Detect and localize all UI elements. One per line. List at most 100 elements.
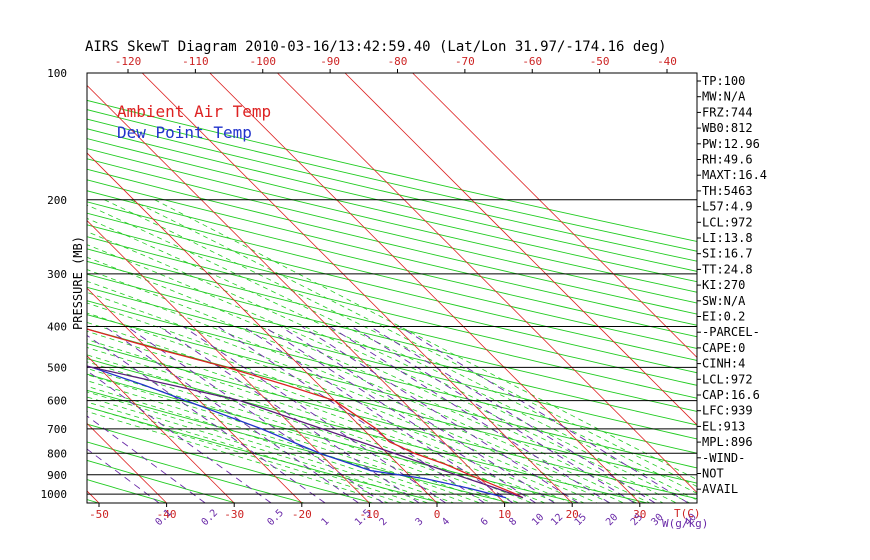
top-temperature-axis: -120 -110 -100 -90 -80 -70 -60 -50 -40 — [115, 55, 677, 73]
mixing-ratio-label: 12 — [549, 512, 565, 528]
moist-adiabat-line — [87, 321, 572, 503]
plot-frame — [86, 72, 698, 504]
mixing-ratio-line — [126, 326, 384, 503]
moist-adiabat-line — [87, 354, 520, 503]
mixing-ratio-label: 2 — [378, 516, 390, 528]
pressure-tick-label: 600 — [47, 395, 67, 408]
pressure-tick-label: 500 — [47, 361, 67, 374]
dry-adiabat-line — [87, 236, 697, 386]
moist-adiabat-line — [87, 231, 677, 503]
mixing-ratio-line — [159, 326, 420, 503]
index-entry: NOT — [702, 467, 724, 481]
dry-adiabat-line — [87, 248, 697, 399]
top-tick-label: -80 — [388, 55, 408, 68]
dry-adiabat-line — [87, 314, 697, 469]
top-tick-label: -90 — [320, 55, 340, 68]
dry-adiabat-line — [87, 168, 697, 315]
index-entry: MW:N/A — [702, 90, 746, 104]
isotherm-line — [87, 287, 303, 503]
pressure-tick-label: 900 — [47, 469, 67, 482]
dry-adiabat-line — [87, 389, 511, 503]
mixing-ratio-line — [217, 326, 485, 503]
mixing-ratio-line — [87, 415, 206, 503]
top-tick-label: -50 — [590, 55, 610, 68]
mixing-ratio-label: 8 — [507, 516, 519, 528]
sounding-series — [87, 328, 524, 499]
dry-adiabat-line — [87, 212, 697, 361]
mixing-ratio-line — [87, 334, 326, 503]
index-entry: LI:13.8 — [702, 231, 753, 245]
temperature-unit-label: T(C) — [674, 507, 701, 520]
moist-adiabat-line — [87, 361, 507, 503]
legend: Ambient Air Temp Dew Point Temp — [117, 102, 271, 142]
legend-ambient-air-temp: Ambient Air Temp — [117, 102, 271, 121]
isotherm-line — [87, 422, 167, 503]
pressure-tick-label: 800 — [47, 447, 67, 460]
mixing-ratio-lines — [87, 326, 689, 503]
index-entry: MPL:896 — [702, 435, 753, 449]
pressure-lines — [87, 73, 697, 495]
pressure-tick-label: 400 — [47, 321, 67, 334]
dry-adiabat-line — [87, 224, 697, 374]
mixing-ratio-line — [87, 448, 160, 503]
index-entry: RH:49.6 — [702, 153, 753, 167]
moist-adiabat-line — [87, 217, 690, 503]
top-tick-label: -70 — [455, 55, 475, 68]
mixing-ratio-label: 0.5 — [265, 508, 286, 529]
moist-adiabat-line — [87, 368, 494, 503]
moist-adiabat-line — [87, 244, 664, 503]
mixing-ratio-line — [263, 326, 536, 503]
isotherms — [87, 73, 697, 503]
index-entry: CAP:16.6 — [702, 388, 760, 402]
mixing-ratio-line — [104, 326, 359, 503]
pressure-axis: 100 200 300 400 500 600 700 800 900 1000 — [41, 67, 68, 501]
index-entry: TH:5463 — [702, 184, 753, 198]
moist-adiabat-line — [87, 292, 611, 503]
dry-adiabat-line — [87, 158, 697, 304]
moist-adiabat-line — [87, 391, 442, 503]
isotherm-line — [412, 73, 697, 358]
dry-adiabat-line — [87, 343, 697, 500]
pressure-tick-label: 700 — [47, 423, 67, 436]
index-entry: TT:24.8 — [702, 262, 753, 276]
mixing-ratio-label: 4 — [440, 516, 452, 528]
moist-adiabat-line — [87, 380, 468, 503]
dry-adiabat-line — [87, 373, 579, 503]
isotherm-line — [344, 73, 697, 426]
moist-adiabat-line — [130, 199, 697, 487]
dry-adiabat-line — [87, 109, 697, 252]
moist-adiabat-line — [87, 330, 559, 503]
isotherm-line — [87, 220, 370, 503]
isotherm-line — [87, 355, 235, 503]
index-entry: FRZ:744 — [702, 105, 753, 119]
dry-adiabat-line — [87, 273, 697, 426]
mixing-ratio-unit-label: W(g/kg) — [662, 517, 708, 530]
bottom-tick-label: -30 — [224, 508, 244, 521]
mixing-ratio-label: 10 — [530, 512, 546, 528]
mixing-ratio-label: 0.2 — [200, 508, 221, 529]
isotherm-line — [87, 84, 505, 503]
moist-adiabat-line — [87, 396, 429, 503]
dry-adiabat-line — [87, 423, 373, 503]
mixing-ratio-line — [301, 326, 579, 503]
dry-adiabat-line — [87, 201, 697, 349]
bottom-tick-label: -40 — [157, 508, 177, 521]
index-entry: L57:4.9 — [702, 200, 753, 214]
legend-dew-point-temp: Dew Point Temp — [117, 123, 252, 142]
mixing-ratio-line — [87, 370, 272, 503]
top-tick-label: -40 — [657, 55, 677, 68]
index-entry: PW:12.96 — [702, 137, 760, 151]
top-tick-label: -60 — [522, 55, 542, 68]
index-entry: TP:100 — [702, 74, 745, 88]
index-entry: LFC:939 — [702, 404, 753, 418]
index-entry: MAXT:16.4 — [702, 168, 767, 182]
mixing-ratio-label: 6 — [479, 516, 491, 528]
moist-adiabat-line — [87, 302, 598, 503]
chart-title: AIRS SkewT Diagram 2010-03-16/13:42:59.4… — [85, 39, 667, 55]
dry-adiabat-line — [87, 300, 697, 454]
moist-adiabat-line — [87, 256, 651, 503]
dry-adiabat-line — [87, 128, 697, 272]
dry-adiabat-line — [87, 286, 697, 440]
index-entry: EL:913 — [702, 419, 745, 433]
